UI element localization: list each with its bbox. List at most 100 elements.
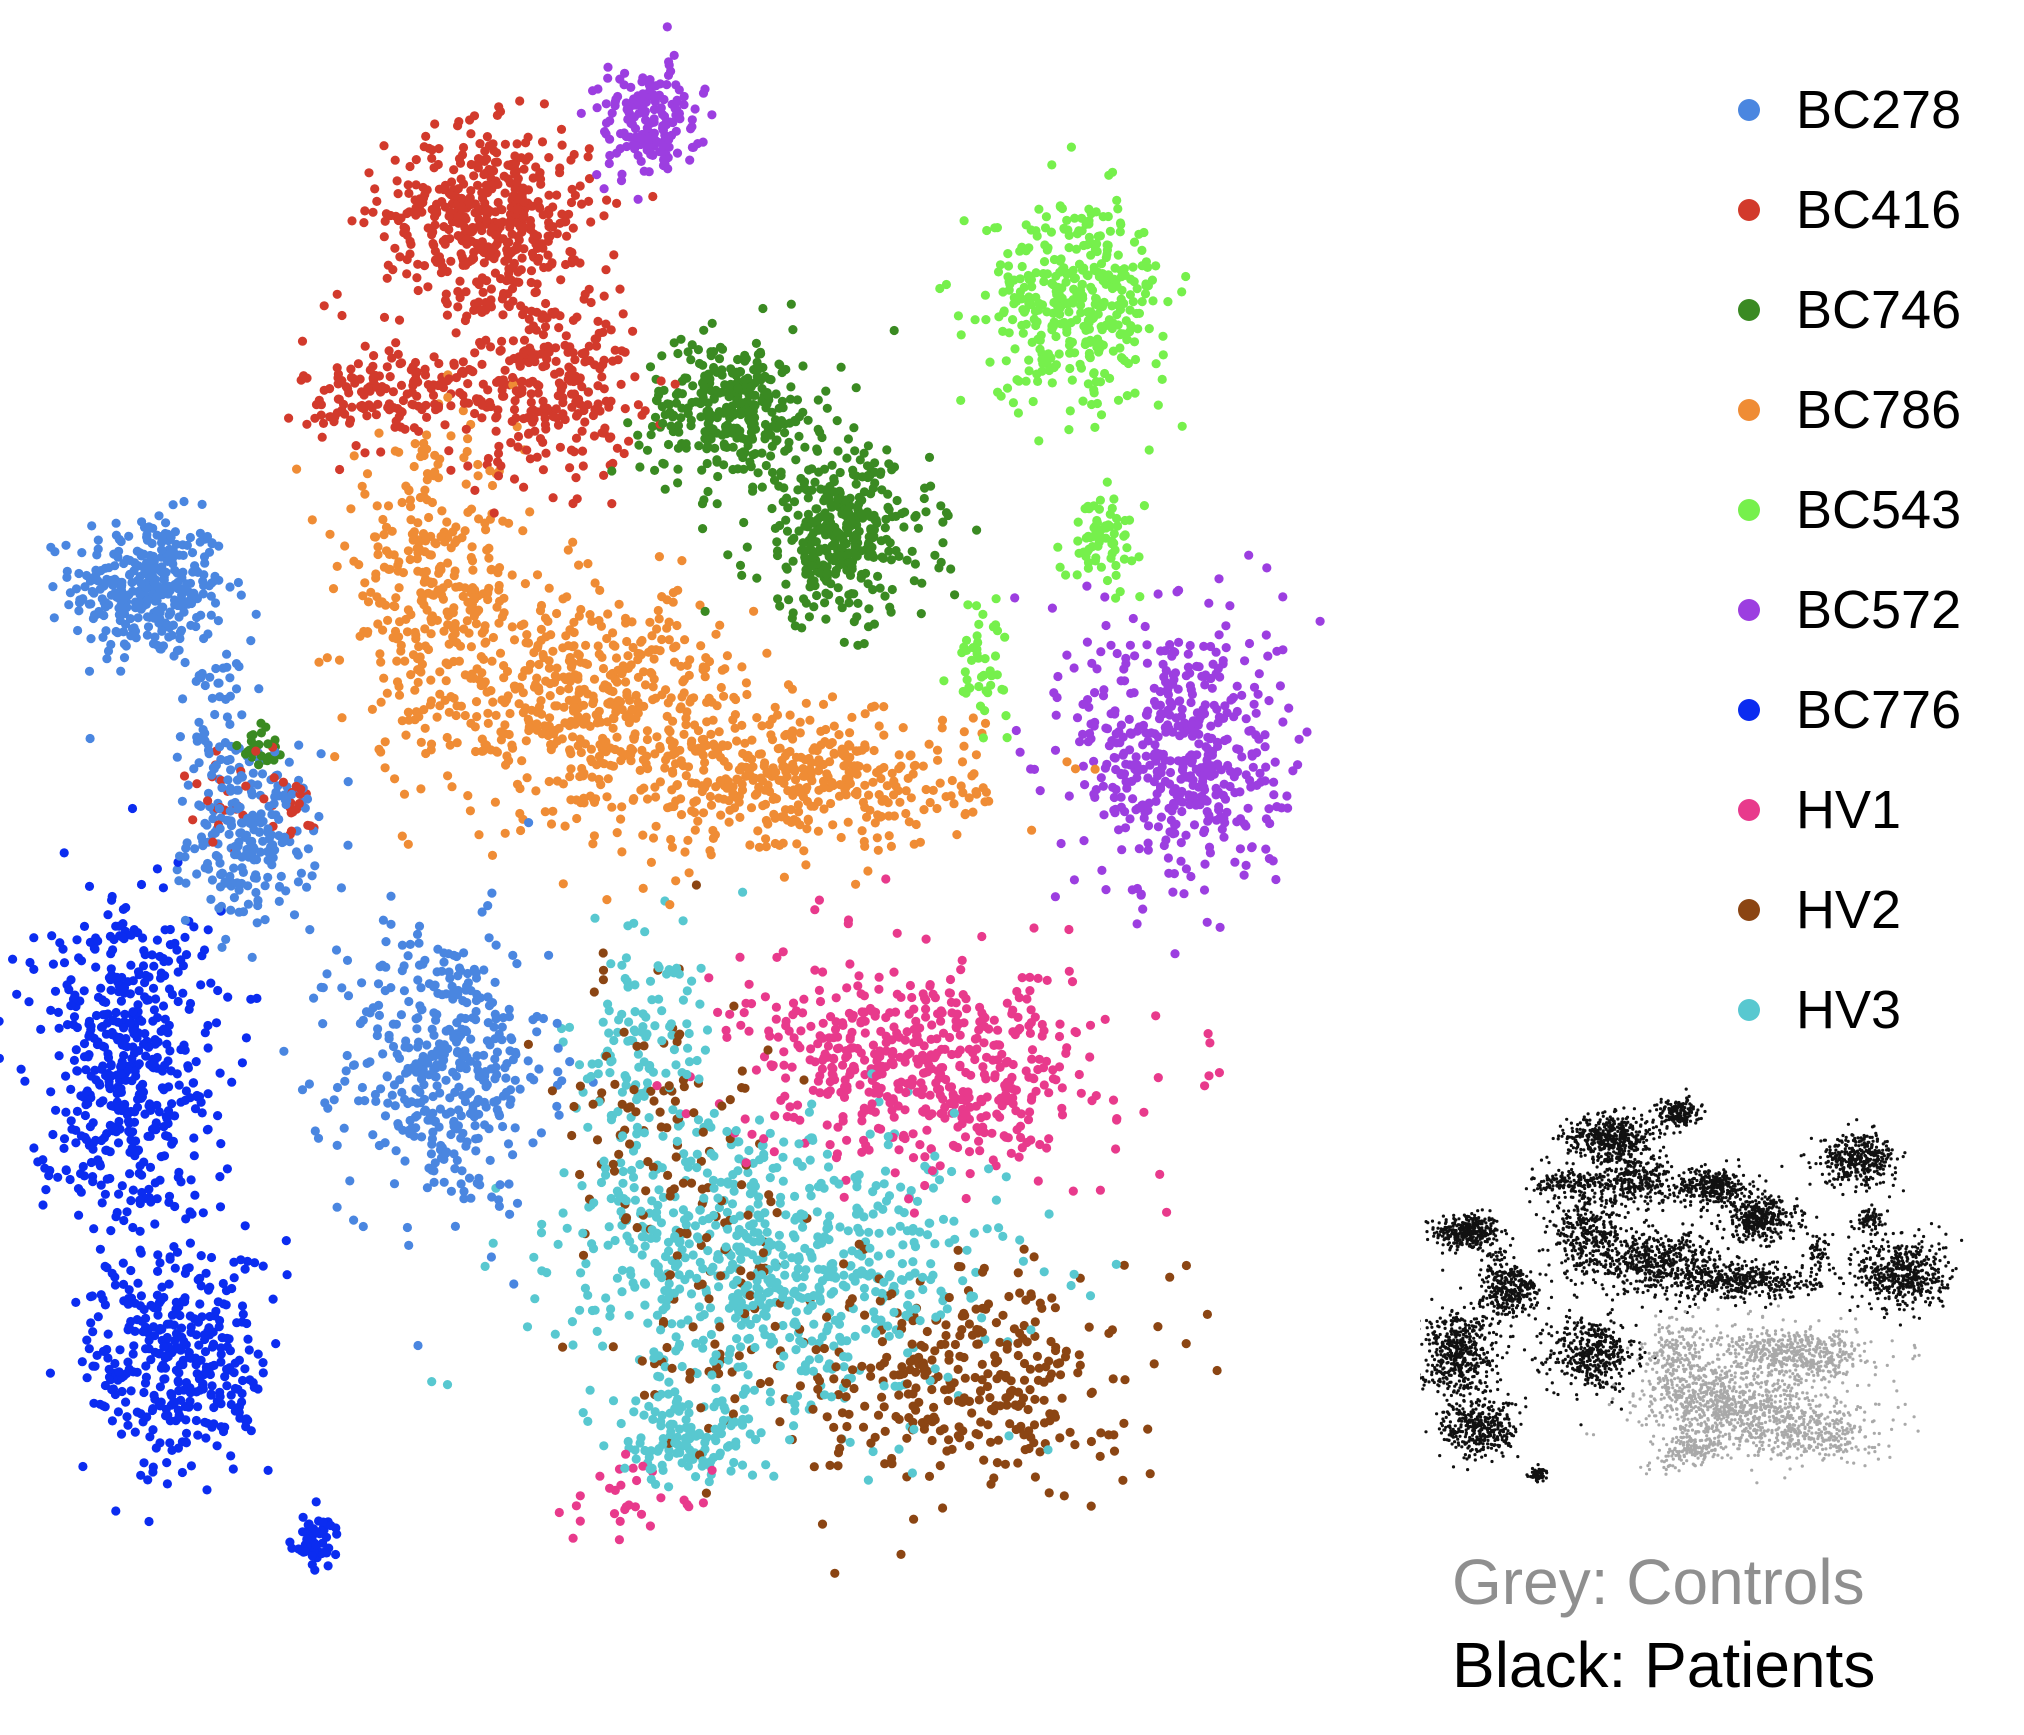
point-bc786 xyxy=(380,763,390,773)
point-bc746 xyxy=(642,445,653,455)
point-bc786 xyxy=(602,895,612,905)
point-bc543 xyxy=(993,387,1003,397)
point-bc416 xyxy=(477,413,487,423)
point-bc416 xyxy=(578,461,588,471)
point-hv3 xyxy=(752,1283,762,1293)
point-bc572 xyxy=(592,103,602,113)
point-bc543 xyxy=(1153,400,1163,410)
point-hv2 xyxy=(1059,1491,1069,1501)
point-bc776 xyxy=(93,1312,103,1322)
point-bc278 xyxy=(473,1133,483,1143)
point-bc786 xyxy=(357,481,367,491)
point-bc572 xyxy=(1221,621,1231,631)
point-bc543 xyxy=(1111,570,1121,581)
point-bc278 xyxy=(381,937,391,947)
point-bc786 xyxy=(981,787,992,797)
point-hv1 xyxy=(810,1057,820,1067)
point-hv2 xyxy=(971,1429,981,1439)
point-hv1 xyxy=(962,1004,972,1014)
point-bc786 xyxy=(699,765,709,775)
point-bc416 xyxy=(555,163,565,173)
point-bc416 xyxy=(548,412,559,422)
point-hv3 xyxy=(698,1215,708,1226)
point-bc786 xyxy=(732,736,742,746)
point-bc416 xyxy=(365,365,375,375)
point-bc746 xyxy=(849,423,859,433)
point-bc786 xyxy=(374,428,384,438)
point-bc786 xyxy=(737,662,747,672)
point-hv1 xyxy=(1044,1134,1054,1144)
point-hv1 xyxy=(747,1129,757,1139)
point-hv2 xyxy=(799,1075,809,1085)
point-bc786 xyxy=(884,831,894,841)
point-hv3 xyxy=(654,994,664,1004)
point-bc543 xyxy=(1018,328,1028,338)
point-hv3 xyxy=(647,995,657,1005)
point-bc543 xyxy=(1109,529,1119,539)
point-bc543 xyxy=(1047,160,1057,170)
point-bc776 xyxy=(144,1335,154,1345)
point-bc776 xyxy=(85,937,95,948)
point-hv1 xyxy=(890,1168,900,1178)
point-bc572 xyxy=(669,50,679,61)
point-bc776 xyxy=(141,1344,151,1354)
point-hv3 xyxy=(1066,1280,1076,1291)
point-bc786 xyxy=(887,768,897,778)
point-hv3 xyxy=(726,1466,736,1476)
point-bc572 xyxy=(1072,713,1083,723)
point-bc416 xyxy=(526,266,537,276)
point-bc572 xyxy=(1177,797,1187,807)
point-bc416 xyxy=(442,310,452,320)
point-bc278 xyxy=(392,1049,402,1059)
point-bc416 xyxy=(500,365,510,375)
point-bc572 xyxy=(1177,806,1187,817)
point-bc416 xyxy=(615,284,625,294)
point-hv1 xyxy=(765,1031,775,1041)
point-hv2 xyxy=(860,1401,870,1411)
point-bc416 xyxy=(463,461,473,471)
point-bc776 xyxy=(181,1428,192,1438)
point-bc543 xyxy=(1115,587,1125,597)
point-bc278 xyxy=(341,1066,351,1076)
point-bc776 xyxy=(107,1416,117,1426)
point-bc572 xyxy=(1143,821,1154,831)
point-bc572 xyxy=(633,194,643,204)
point-bc776 xyxy=(253,1349,263,1359)
point-bc786 xyxy=(642,726,653,736)
point-bc786 xyxy=(749,606,759,616)
point-bc746 xyxy=(713,471,723,482)
point-bc572 xyxy=(1219,779,1229,789)
point-hv3 xyxy=(564,1022,575,1032)
point-bc278 xyxy=(459,1194,469,1204)
point-bc572 xyxy=(1112,648,1122,659)
point-bc543 xyxy=(1000,632,1010,642)
point-bc786 xyxy=(898,723,908,733)
point-bc416 xyxy=(612,198,622,208)
point-bc776 xyxy=(202,1485,212,1495)
point-hv3 xyxy=(553,1239,563,1249)
point-hv2 xyxy=(967,1408,977,1418)
point-bc786 xyxy=(420,485,430,495)
point-bc746 xyxy=(799,594,809,604)
point-bc572 xyxy=(1143,845,1153,855)
point-bc786 xyxy=(499,673,509,683)
point-bc543 xyxy=(986,680,996,690)
point-bc776 xyxy=(281,1236,291,1246)
point-bc416 xyxy=(364,168,374,178)
point-bc776 xyxy=(129,1341,139,1351)
point-bc786 xyxy=(337,713,347,723)
point-bc543 xyxy=(1073,536,1083,546)
point-bc278 xyxy=(553,1067,563,1077)
point-bc278 xyxy=(452,1155,462,1165)
point-bc786 xyxy=(406,502,416,512)
point-bc278 xyxy=(195,537,205,547)
point-bc786 xyxy=(392,656,402,666)
point-bc278 xyxy=(382,1072,392,1082)
point-bc278 xyxy=(260,915,270,925)
point-hv3 xyxy=(559,1168,569,1178)
point-bc543 xyxy=(991,620,1001,630)
point-bc786 xyxy=(760,758,770,768)
point-bc572 xyxy=(1097,865,1107,876)
point-bc416 xyxy=(382,273,392,283)
point-hv2 xyxy=(1019,1375,1030,1385)
